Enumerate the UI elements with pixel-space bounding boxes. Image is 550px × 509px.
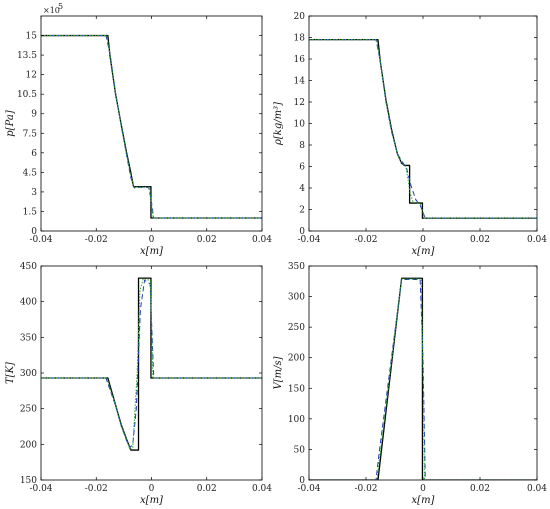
y-tick-label: 3	[31, 188, 37, 198]
x-tick-label: -0.02	[354, 484, 377, 494]
x-tick-label: 0.04	[252, 484, 272, 494]
x-tick-label: -0.02	[354, 235, 377, 245]
x-tick-label: -0.04	[297, 235, 320, 245]
panel-1: -0.04 -0.02 0 0.02 0.04 0 1.5 3 4.5 6 7.5 9 10.5 12 13…	[5, 2, 272, 257]
y-tick-label: 6	[299, 163, 305, 173]
y-axis-label: T[K]	[5, 362, 16, 384]
x-axis-label: x[m]	[140, 246, 163, 257]
series-green-dotted	[41, 35, 262, 219]
series-green-dotted	[41, 278, 262, 450]
y-tick-label: 2	[299, 206, 305, 216]
y-tick-label: 14	[294, 77, 306, 87]
y-tick-label: 12	[294, 98, 305, 108]
y-tick-label: 450	[20, 262, 37, 272]
y-tick-label: 0	[31, 227, 37, 237]
y-axis-label: ρ[kg/m³]	[273, 102, 284, 146]
y-multiplier-exponent: 5	[58, 2, 63, 11]
x-tick-label: -0.02	[85, 484, 108, 494]
y-tick-label: 250	[20, 405, 37, 415]
y-tick-label: 15	[26, 32, 38, 42]
panel-3: -0.04 -0.02 0 0.02 0.04 150 200 250 300 350 400 450…	[5, 262, 272, 506]
y-tick-label: 50	[294, 445, 306, 455]
y-tick-label: 20	[294, 12, 306, 22]
x-axis-label: x[m]	[140, 495, 163, 506]
y-tick-label: 9	[31, 110, 37, 120]
series-blue-dashed	[309, 39, 537, 219]
y-tick-label: 300	[20, 369, 37, 379]
x-tick-label: 0.04	[252, 235, 272, 245]
y-tick-label: 0	[299, 227, 305, 237]
series-green-dotted	[309, 39, 537, 219]
y-tick-label: 350	[288, 262, 305, 272]
y-tick-label: 8	[299, 141, 305, 151]
y-tick-label: 200	[20, 440, 37, 450]
x-tick-label: -0.04	[29, 484, 52, 494]
x-tick-label: 0	[420, 235, 426, 245]
y-tick-label: 0	[299, 476, 305, 486]
y-tick-label: 16	[294, 55, 306, 65]
x-tick-label: 0	[149, 235, 155, 245]
x-axis-label: x[m]	[412, 495, 435, 506]
y-tick-label: 18	[294, 34, 306, 44]
series-black-solid	[309, 277, 537, 480]
x-tick-label: 0.02	[197, 235, 217, 245]
y-tick-label: 200	[288, 354, 305, 364]
series-black-solid	[309, 39, 537, 219]
x-tick-label: -0.02	[85, 235, 108, 245]
y-tick-label: 6	[31, 149, 37, 159]
panel-4: -0.04 -0.02 0 0.02 0.04 0 50 100 150 200 250 300 350…	[273, 262, 547, 506]
y-tick-label: 10	[294, 120, 306, 130]
series-black-solid	[41, 277, 262, 451]
y-tick-label: 400	[20, 298, 37, 308]
panel-2: -0.04 -0.02 0 0.02 0.04 0 2 4 6 8 10 12 14 16 18 20 x[m]…	[273, 12, 547, 257]
x-tick-label: 0.04	[527, 235, 547, 245]
y-tick-label: 150	[288, 384, 305, 394]
x-tick-label: 0	[420, 484, 426, 494]
y-tick-label: 300	[288, 293, 305, 303]
y-tick-label: 7.5	[23, 129, 38, 139]
y-tick-label: 350	[20, 333, 37, 343]
x-tick-label: 0.02	[470, 235, 490, 245]
x-tick-label: 0	[149, 484, 155, 494]
x-tick-label: 0.02	[470, 484, 490, 494]
y-axis-label: p[Pa]	[5, 110, 16, 137]
series-blue-dashed	[309, 278, 537, 480]
x-tick-label: -0.04	[29, 235, 52, 245]
y-tick-label: 13.5	[17, 51, 37, 61]
series-black-solid	[41, 34, 262, 219]
y-tick-label: 100	[288, 415, 305, 425]
x-tick-label: 0.02	[197, 484, 217, 494]
y-tick-label: 4.5	[23, 168, 38, 178]
y-tick-label: 250	[288, 323, 305, 333]
y-tick-label: 10.5	[17, 90, 37, 100]
y-tick-label: 12	[26, 71, 37, 81]
y-tick-label: 150	[20, 476, 37, 486]
x-tick-label: 0.04	[527, 484, 547, 494]
y-tick-label: 4	[299, 184, 305, 194]
x-axis-label: x[m]	[412, 246, 435, 257]
y-axis-label: V[m/s]	[273, 356, 284, 389]
y-multiplier: ×10	[43, 6, 60, 15]
series-green-dotted	[309, 278, 537, 480]
axes-box	[308, 15, 538, 232]
x-tick-label: -0.04	[297, 484, 320, 494]
y-tick-label: 1.5	[23, 207, 38, 217]
